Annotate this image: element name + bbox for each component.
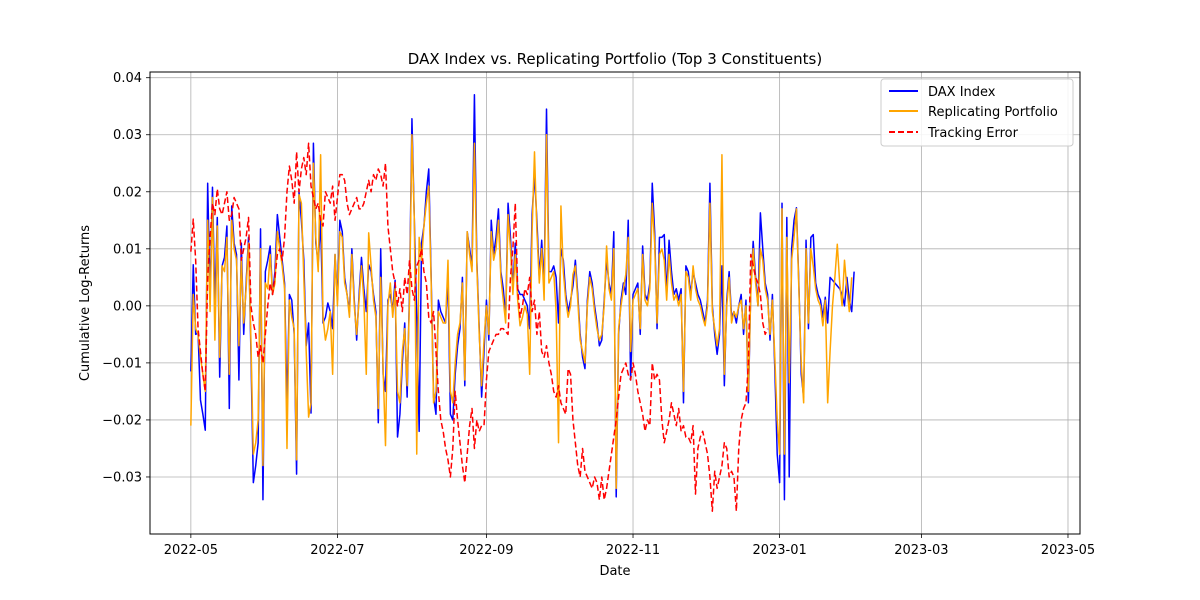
x-tick-label: 2023-01 xyxy=(752,543,806,558)
x-tick-label: 2022-11 xyxy=(606,543,660,558)
legend-label-dax-index: DAX Index xyxy=(928,85,996,100)
x-tick-label: 2022-05 xyxy=(164,543,218,558)
y-tick-label: 0.04 xyxy=(113,71,142,86)
y-tick-label: −0.01 xyxy=(102,356,142,371)
legend: DAX Index Replicating Portfolio Tracking… xyxy=(880,78,1074,147)
y-axis-label: Cumulative Log-Returns xyxy=(78,225,93,381)
y-axis: −0.03 −0.02 −0.01 0.00 0.01 0.02 0.03 0.04 xyxy=(102,71,150,485)
x-tick-label: 2022-09 xyxy=(459,543,513,558)
y-tick-label: 0.02 xyxy=(113,185,142,200)
legend-box xyxy=(880,78,1074,147)
x-axis: 2022-05 2022-07 2022-09 2022-11 2023-01 2023-… xyxy=(164,534,1095,558)
x-tick-label: 2023-03 xyxy=(894,543,948,558)
y-tick-label: 0.03 xyxy=(113,128,142,143)
series-line-replicating-portfolio xyxy=(190,133,853,490)
series-line-tracking-error xyxy=(190,142,769,512)
y-tick-label: 0.01 xyxy=(113,242,142,257)
y-tick-label: 0.00 xyxy=(113,299,142,314)
legend-label-tracking-error: Tracking Error xyxy=(927,126,1019,141)
x-tick-label: 2022-07 xyxy=(310,543,364,558)
y-tick-label: −0.03 xyxy=(102,470,142,485)
axes-frame xyxy=(149,71,1081,535)
plot-area xyxy=(190,94,855,512)
x-tick-label: 2023-05 xyxy=(1041,543,1095,558)
legend-label-replicating-portfolio: Replicating Portfolio xyxy=(928,105,1058,120)
y-tick-label: −0.02 xyxy=(102,413,142,428)
x-axis-label: Date xyxy=(599,564,630,579)
chart-title: DAX Index vs. Replicating Portfolio (Top… xyxy=(408,50,822,68)
